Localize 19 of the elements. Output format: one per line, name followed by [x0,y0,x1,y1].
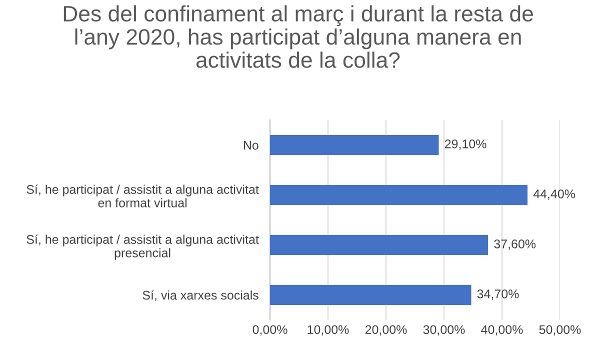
bar [270,135,439,155]
x-tick-label: 20,00% [365,325,407,336]
x-tick-label: 40,00% [481,325,523,336]
bar [270,185,528,205]
chart-title: Des del confinament al març i durant la resta de l’any 2020, has participat d’alguna manera en activitats de la colla? [64,5,533,68]
data-label: 29,10% [444,140,486,150]
y-tick-label: Sí, he participat / assistit a alguna activitat presencial [26,234,259,260]
x-tick-label: 0,00% [252,325,288,336]
y-tick-label: No [244,140,258,150]
y-tick-label: Sí, via xarxes socials [142,290,258,302]
bar [270,235,488,255]
data-label: 34,70% [477,290,519,300]
bar [270,285,472,305]
y-tick-label: Sí, he participat / assistit a alguna activitat en format virtual [26,184,259,208]
x-tick-label: 10,00% [308,325,349,336]
data-label: 44,40% [533,190,576,200]
x-tick-label: 30,00% [423,325,465,336]
x-tick-label: 50,00% [539,325,581,336]
data-label: 37,60% [494,240,536,250]
